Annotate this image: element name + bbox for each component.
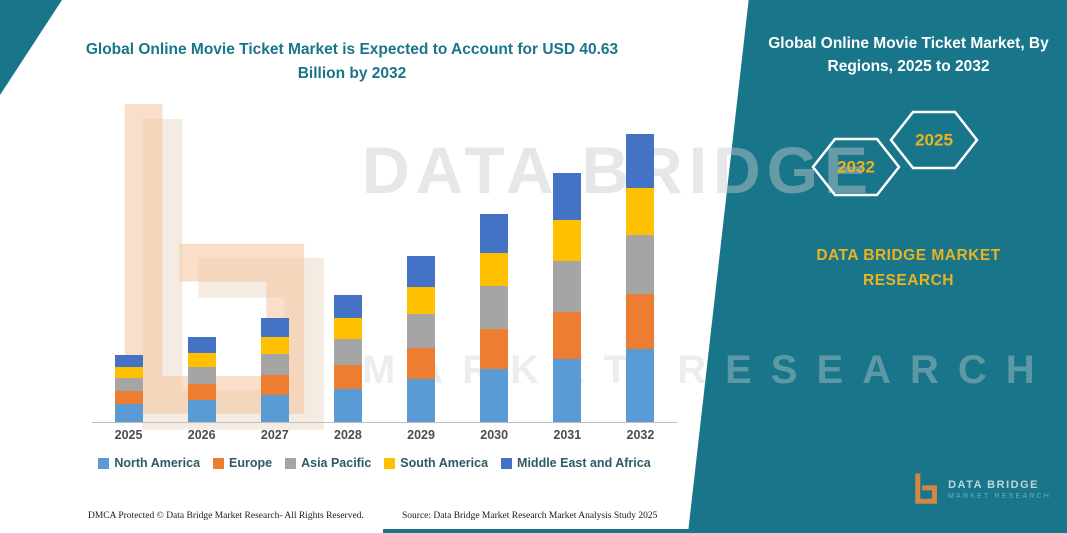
bar-2028 (333, 295, 362, 422)
page-title: Global Online Movie Ticket Market is Exp… (85, 41, 619, 83)
bar-segment-europe (553, 312, 582, 359)
x-label-2025: 2025 (114, 428, 143, 442)
legend-label-south-america: South America (400, 456, 489, 470)
bar-segment-asia-pacific (114, 378, 143, 391)
bar-2025 (114, 355, 143, 422)
bar-segment-south-america (553, 220, 582, 261)
bar-segment-north-america (114, 404, 143, 422)
x-label-2031: 2031 (553, 428, 582, 442)
brand-line-2: RESEARCH (863, 271, 954, 289)
footer-logo-text-line1: DATA BRIDGE (948, 478, 1039, 491)
legend-swatch-asia-pacific (285, 457, 297, 469)
bar-segment-europe (333, 365, 362, 389)
x-label-2029: 2029 (407, 428, 435, 442)
year-badges: 2032 2025 (811, 110, 979, 197)
bar-segment-asia-pacific (407, 314, 436, 348)
bar-segment-middle-east-and-africa (187, 337, 216, 353)
bar-segment-asia-pacific (333, 339, 362, 365)
legend-item-asia-pacific: Asia Pacific (285, 456, 371, 470)
bar-segment-europe (187, 384, 216, 400)
bar-segment-north-america (480, 369, 509, 422)
corner-accent-triangle (0, 0, 62, 95)
bar-segment-europe (407, 348, 436, 379)
badge-year-2025: 2025 (915, 131, 953, 150)
bar-2030 (480, 214, 509, 422)
bar-segment-south-america (333, 318, 362, 339)
footer-logo-text-line2: MARKET RESEARCH (948, 492, 1051, 500)
x-axis-labels: 2025 2026 2027 2028 2029 2030 2031 2032 (92, 428, 677, 442)
bar-segment-south-america (187, 353, 216, 367)
bar-segment-middle-east-and-africa (407, 256, 436, 287)
chart-plot (92, 118, 677, 423)
bar-segment-middle-east-and-africa (480, 214, 509, 253)
bar-segment-north-america (553, 359, 582, 422)
bar-segment-north-america (187, 400, 216, 422)
legend-item-north-america: North America (98, 456, 200, 470)
badge-hexagon-2025: 2025 (889, 110, 979, 170)
bar-2031 (553, 173, 582, 422)
bar-segment-middle-east-and-africa (260, 318, 289, 337)
bar-segment-asia-pacific (553, 261, 582, 312)
x-label-2030: 2030 (480, 428, 509, 442)
footer-dmca-text: DMCA Protected © Data Bridge Market Rese… (88, 511, 364, 521)
bar-segment-south-america (480, 253, 509, 286)
bar-segment-south-america (114, 367, 143, 378)
bar-segment-north-america (260, 395, 289, 422)
bar-segment-europe (260, 375, 289, 395)
bar-segment-middle-east-and-africa (626, 134, 655, 188)
bar-segment-south-america (626, 188, 655, 235)
bar-segment-middle-east-and-africa (553, 173, 582, 220)
x-label-2027: 2027 (260, 428, 289, 442)
bar-segment-asia-pacific (626, 235, 655, 294)
legend-label-middle-east-and-africa: Middle East and Africa (517, 456, 651, 470)
legend-item-south-america: South America (384, 456, 488, 470)
right-panel (688, 0, 1067, 533)
x-label-2032: 2032 (626, 428, 655, 442)
bar-2032 (626, 134, 655, 422)
x-label-2026: 2026 (187, 428, 216, 442)
bottom-accent-strip (383, 529, 695, 533)
bar-segment-europe (626, 294, 655, 349)
bar-segment-south-america (260, 337, 289, 354)
bar-segment-north-america (626, 349, 655, 422)
legend-label-europe: Europe (229, 456, 273, 470)
bar-segment-asia-pacific (480, 286, 509, 329)
legend-swatch-north-america (98, 457, 110, 469)
x-label-2028: 2028 (334, 428, 362, 442)
bar-segment-north-america (407, 379, 436, 422)
footer-source-text: Source: Data Bridge Market Research Mark… (402, 511, 658, 521)
legend-item-middle-east-and-africa: Middle East and Africa (501, 456, 651, 470)
right-panel-title: Global Online Movie Ticket Market, By Re… (768, 35, 1049, 76)
badge-hexagon-2032: 2032 (811, 137, 901, 197)
legend-label-asia-pacific: Asia Pacific (301, 456, 372, 470)
legend-item-europe: Europe (213, 456, 272, 470)
bar-2026 (187, 337, 216, 422)
legend-swatch-middle-east-and-africa (501, 457, 513, 469)
legend-label-north-america: North America (114, 456, 201, 470)
panel-footer-logo: DATA BRIDGE MARKET RESEARCH (910, 471, 1051, 507)
bar-segment-asia-pacific (187, 367, 216, 384)
bar-segment-south-america (407, 287, 436, 314)
brand-line-1: DATA BRIDGE MARKET (816, 247, 1001, 264)
bar-2029 (407, 256, 436, 422)
badge-year-2032: 2032 (837, 158, 875, 177)
brand-text: DATA BRIDGE MARKET RESEARCH (760, 244, 1057, 294)
data-bridge-small-logo-icon (915, 473, 938, 504)
bar-segment-middle-east-and-africa (333, 295, 362, 318)
bar-segment-europe (114, 391, 143, 404)
bar-segment-europe (480, 329, 509, 369)
bar-2027 (260, 318, 289, 422)
chart-legend: North America Europe Asia Pacific South Ame… (62, 456, 687, 470)
bar-segment-asia-pacific (260, 354, 289, 375)
bar-segment-north-america (333, 389, 362, 422)
legend-swatch-europe (213, 457, 225, 469)
legend-swatch-south-america (384, 457, 396, 469)
bar-segment-middle-east-and-africa (114, 355, 143, 367)
